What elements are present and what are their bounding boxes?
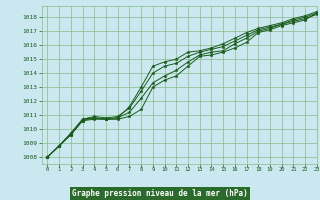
Text: Graphe pression niveau de la mer (hPa): Graphe pression niveau de la mer (hPa)	[72, 189, 248, 198]
